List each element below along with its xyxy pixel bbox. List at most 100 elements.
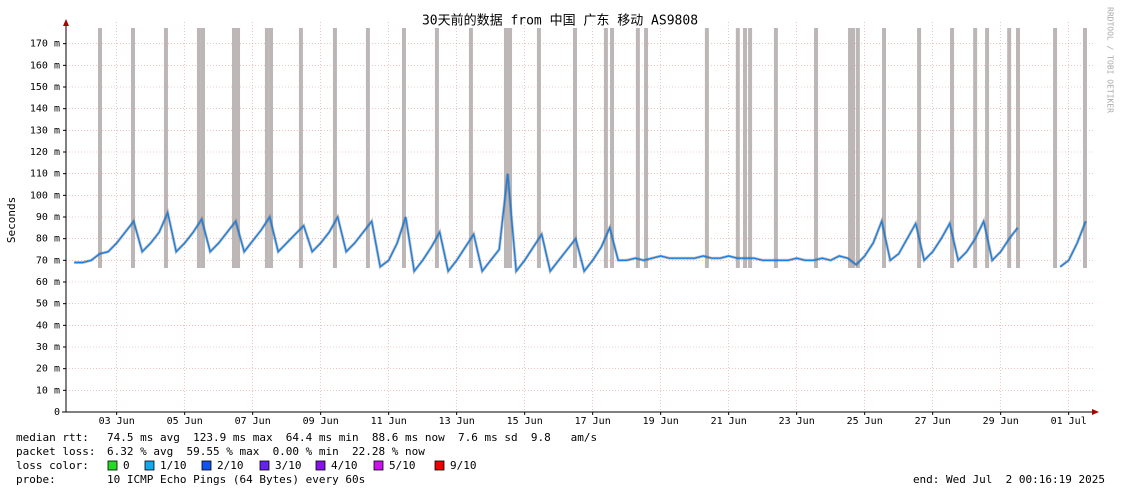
loss-spike [635,28,640,268]
stats-text: 6.32 % avg 59.55 % max 0.00 % min 22.28 … [107,445,425,458]
y-tick-label: 10 m [36,385,60,396]
x-tick-label: 03 Jun [99,416,135,427]
x-arrow [1092,409,1099,415]
loss-spike [269,28,274,268]
x-tick-label: 09 Jun [303,416,339,427]
y-tick-label: 20 m [36,364,60,375]
legend-swatch [107,460,118,471]
y-tick-label: 30 m [36,342,60,353]
stats-label: packet loss: [16,445,95,458]
loss-spike [973,28,978,268]
x-tick-label: 27 Jun [915,416,951,427]
y-tick-label: 70 m [36,255,60,266]
y-tick-label: 100 m [30,190,60,201]
legend-label: 9/10 [450,459,477,472]
loss-spike [644,28,649,268]
loss-spike [742,28,747,268]
plot-area [66,22,1093,413]
x-tick-label: 05 Jun [167,416,203,427]
loss-spike [298,28,303,268]
median-line [74,173,1087,274]
legend-label: 4/10 [331,459,358,472]
loss-spike [882,28,887,268]
loss-spike [231,28,236,268]
loss-spike [264,28,269,268]
loss-spike [163,28,168,268]
loss-spike [917,28,922,268]
loss-spike [468,28,473,268]
y-tick-label: 80 m [36,234,60,245]
legend-label: 1/10 [160,459,187,472]
loss-spike [572,28,577,268]
loss-spike [365,28,370,268]
loss-spike [503,28,508,268]
legend-label: 3/10 [275,459,302,472]
legend-swatch [373,460,384,471]
x-tick-label: 21 Jun [711,416,747,427]
y-tick-label: 40 m [36,320,60,331]
y-tick-label: 140 m [30,104,60,115]
probe-label: probe: [16,473,56,486]
x-tick-label: 07 Jun [235,416,271,427]
loss-spike [1007,28,1012,268]
legend-swatch [434,460,445,471]
legend-label: 5/10 [389,459,416,472]
loss-spike [735,28,740,268]
legend-label: 0 [123,459,130,472]
y-tick-label: 120 m [30,147,60,158]
watermark: RRDTOOL / TOBI OETIKER [1106,7,1115,113]
loss-spike [536,28,541,268]
x-tick-label: 25 Jun [847,416,883,427]
y-tick-label: 160 m [30,60,60,71]
chart-title: 30天前的数据 from 中国 广东 移动 AS9808 [422,13,698,29]
y-tick-label: 90 m [36,212,60,223]
loss-spike [1016,28,1020,268]
loss-spike [748,28,753,268]
loss-legend-label: loss color: [16,459,89,472]
legend-swatch [201,460,212,471]
x-tick-label: 29 Jun [983,416,1019,427]
loss-spike [401,28,406,268]
y-tick-label: 170 m [30,39,60,50]
loss-spike [773,28,778,268]
x-tick-label: 01 Jul [1051,416,1087,427]
y-tick-label: 110 m [30,169,60,180]
loss-spike [610,28,615,268]
x-tick-label: 11 Jun [371,416,407,427]
y-tick-label: 0 [54,407,60,418]
loss-spike [704,28,709,268]
loss-spike [1082,28,1087,268]
loss-spike [236,28,241,268]
loss-spike [950,28,955,268]
stats-text: 74.5 ms avg 123.9 ms max 64.4 ms min 88.… [107,431,597,444]
loss-spike [130,28,135,268]
x-tick-label: 23 Jun [779,416,815,427]
loss-spike [332,28,337,268]
loss-spike [434,28,439,268]
loss-spike [855,28,860,268]
legend-swatch [315,460,326,471]
legend-label: 2/10 [217,459,244,472]
x-tick-label: 13 Jun [439,416,475,427]
footer: median rtt: 74.5 ms avg 123.9 ms max 64.4… [16,431,1105,486]
y-tick-label: 60 m [36,277,60,288]
y-axis-label: Seconds [5,197,18,243]
loss-spike [508,28,513,268]
loss-spike [201,28,206,268]
x-tick-label: 15 Jun [507,416,543,427]
legend-swatch [259,460,270,471]
y-tick-label: 130 m [30,125,60,136]
loss-spike [98,28,102,268]
x-tick-label: 19 Jun [643,416,679,427]
y-tick-label: 50 m [36,299,60,310]
end-time: end: Wed Jul 2 00:16:19 2025 [913,473,1105,486]
loss-spike [814,28,819,268]
legend-swatch [144,460,155,471]
loss-spike [196,28,201,268]
loss-spike [603,28,608,268]
loss-spike [985,28,990,268]
loss-spike [851,28,856,268]
y-tick-label: 150 m [30,82,60,93]
stats-label: median rtt: [16,431,89,444]
